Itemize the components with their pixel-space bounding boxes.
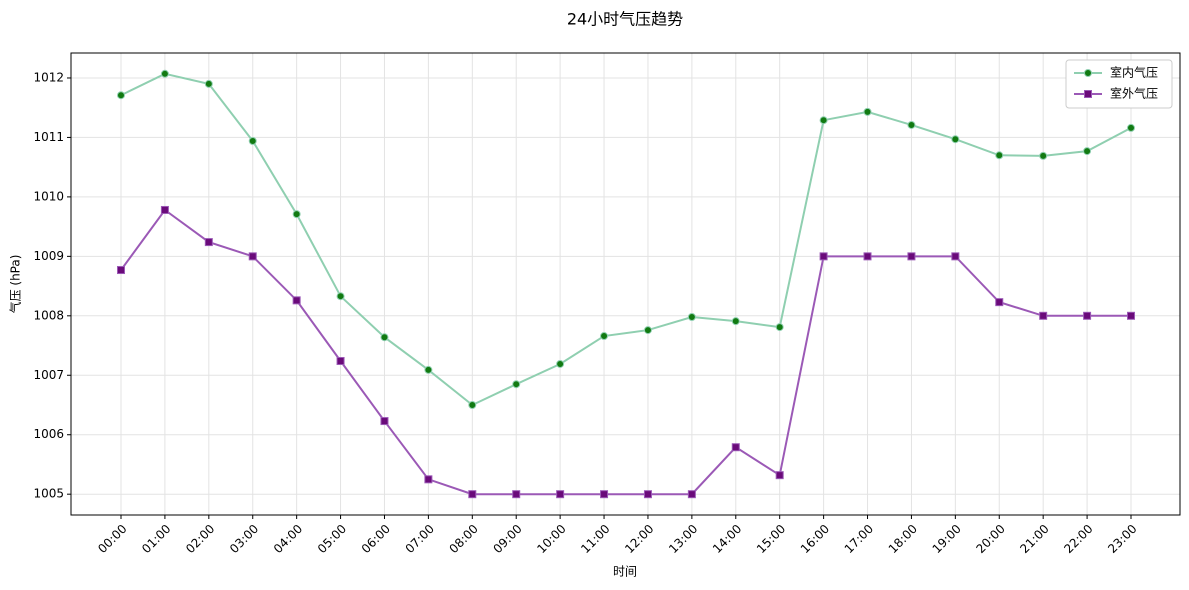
y-tick-label: 1005 [33,487,64,501]
data-point [117,266,125,275]
data-point [907,252,916,261]
y-tick-label: 1012 [33,70,64,84]
data-point [512,490,521,499]
data-point [292,210,301,219]
data-point [863,252,872,261]
y-tick-label: 1009 [33,249,64,263]
data-point [1083,311,1092,320]
data-point [687,313,696,321]
data-point [995,151,1004,160]
data-point [424,475,433,484]
data-point [512,380,521,389]
chart-title: 24小时气压趋势 [567,10,683,29]
data-point [248,137,257,145]
data-point [292,296,301,305]
data-point [819,252,828,261]
data-point [248,252,257,261]
legend-label: 室外气压 [1110,86,1158,101]
plot-frame [70,52,1181,516]
legend-label: 室内气压 [1110,65,1158,80]
data-point [600,332,609,341]
data-point [336,357,345,365]
data-point [556,490,565,499]
data-point [556,359,565,368]
y-tick-label: 1011 [33,130,64,144]
data-point [775,471,784,480]
series-line [120,72,1132,407]
data-point [1039,151,1048,160]
data-point [951,252,960,261]
data-point [1039,311,1048,320]
data-point [643,326,652,335]
data-point [643,490,652,499]
data-point [951,135,960,144]
y-tick-label: 1010 [33,189,64,203]
legend-marker [1084,90,1092,98]
data-point [1083,147,1092,156]
data-point [117,91,125,100]
data-point [336,292,345,301]
legend-marker [1084,69,1092,77]
data-point [907,120,916,129]
data-point [731,317,740,326]
data-point [468,490,477,499]
data-point [160,69,169,78]
y-tick-label: 1006 [33,427,64,441]
data-point [204,79,213,88]
y-tick-label: 1008 [33,308,64,322]
data-point [863,107,872,116]
data-point [424,365,433,374]
data-point [775,323,784,332]
data-point [687,490,696,499]
data-point [600,490,609,499]
data-point [731,443,740,452]
data-point [995,298,1004,307]
x-axis-label: 时间 [613,565,637,579]
data-point [160,205,169,214]
data-point [819,116,828,125]
y-axis-label: 气压 (hPa) [8,255,23,314]
data-point [468,401,477,409]
data-point [1127,123,1135,132]
data-point [380,333,389,342]
data-point [204,238,213,247]
data-point [1127,311,1135,320]
data-point [380,417,389,426]
series-line [120,208,1131,496]
y-tick-label: 1007 [33,368,64,382]
